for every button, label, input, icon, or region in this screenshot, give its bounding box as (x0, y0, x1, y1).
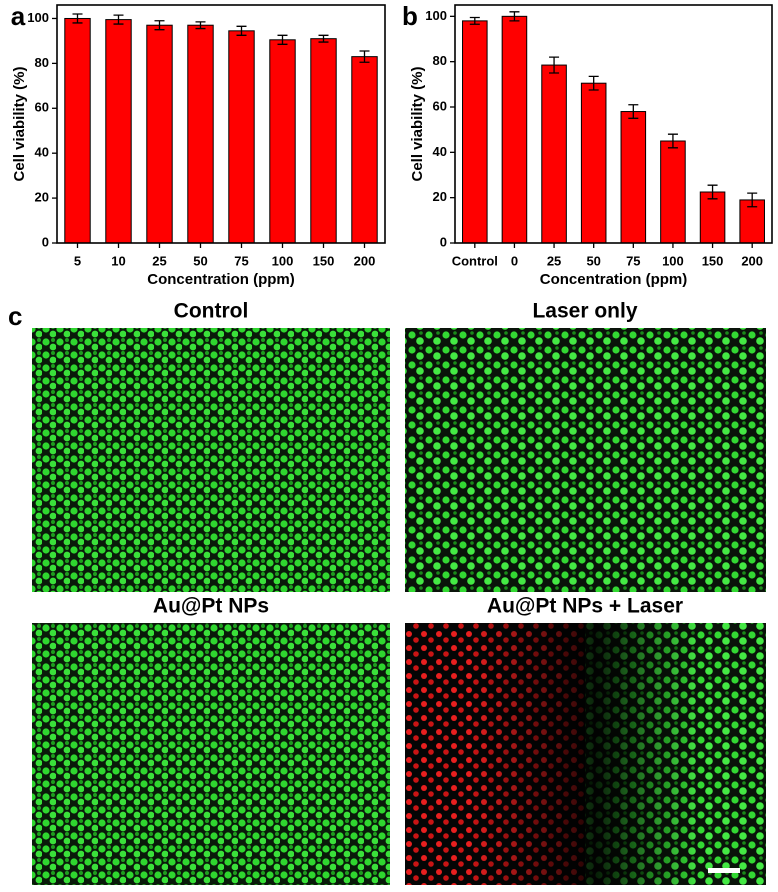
bar (462, 20, 488, 244)
error-bar (667, 133, 678, 149)
y-tick-label: 0 (440, 234, 447, 249)
x-axis-label: Concentration (ppm) (147, 271, 295, 288)
x-tick-label: 100 (662, 253, 684, 268)
error-bar (195, 21, 206, 30)
image-title: Control (174, 300, 249, 323)
y-tick-label: 80 (35, 55, 49, 70)
y-tick-label: 100 (27, 10, 49, 25)
scale-bar (708, 868, 740, 873)
x-tick-label: 150 (313, 253, 335, 268)
error-bar (509, 11, 520, 22)
error-bar (628, 104, 639, 119)
x-tick-label: 25 (152, 253, 166, 268)
micrograph (32, 623, 390, 885)
error-bar (747, 192, 758, 208)
error-bar (588, 75, 599, 91)
bar (269, 39, 296, 244)
error-bar (154, 20, 165, 31)
y-tick-label: 100 (425, 8, 447, 23)
error-bar (236, 25, 247, 36)
y-tick-label: 60 (35, 100, 49, 115)
micrograph (405, 328, 766, 592)
panel-label: c (8, 301, 22, 331)
x-tick-label: 200 (741, 253, 763, 268)
bar (501, 15, 528, 244)
y-axis-label: Cell viability (%) (409, 66, 426, 181)
error-bar (113, 14, 124, 25)
bar (228, 30, 255, 244)
micrograph-shade (470, 623, 700, 885)
x-tick-label: 10 (111, 253, 125, 268)
error-bar (469, 16, 480, 25)
bar (105, 19, 132, 244)
x-tick-label: 25 (547, 253, 561, 268)
y-tick-label: 0 (42, 234, 49, 249)
y-tick-label: 20 (433, 189, 447, 204)
image-title: Au@Pt NPs (153, 595, 269, 618)
x-tick-label: 50 (586, 253, 600, 268)
error-bar (707, 184, 718, 200)
bar (660, 140, 686, 244)
y-tick-label: 20 (35, 190, 49, 205)
panel-label: b (402, 1, 418, 31)
error-bar (318, 34, 329, 43)
x-tick-label: 5 (74, 253, 81, 268)
image-title: Laser only (532, 300, 637, 323)
axes-frame (454, 4, 773, 244)
x-tick-label: 0 (511, 253, 518, 268)
x-tick-label: Control (452, 253, 498, 268)
y-tick-label: 60 (433, 98, 447, 113)
bar (64, 17, 91, 244)
bar (310, 38, 337, 244)
x-tick-label: 75 (234, 253, 248, 268)
x-tick-label: 75 (626, 253, 640, 268)
error-bar (72, 13, 83, 24)
bar (699, 191, 726, 244)
bar (541, 64, 567, 244)
bar (187, 24, 214, 244)
x-tick-label: 100 (272, 253, 294, 268)
x-tick-label: 150 (702, 253, 724, 268)
image-title: Au@Pt NPs + Laser (487, 595, 683, 618)
y-axis-label: Cell viability (%) (11, 66, 28, 181)
error-bar (277, 34, 288, 45)
x-axis-label: Concentration (ppm) (540, 271, 688, 288)
y-tick-label: 80 (433, 53, 447, 68)
y-tick-label: 40 (35, 145, 49, 160)
bar (351, 56, 378, 244)
bar (620, 111, 647, 244)
error-bar (359, 50, 370, 63)
bar (146, 24, 173, 244)
axes-frame (56, 4, 386, 244)
bar (580, 82, 607, 244)
micrograph (32, 328, 390, 592)
x-tick-label: 50 (193, 253, 207, 268)
y-tick-label: 40 (433, 144, 447, 159)
error-bar (549, 56, 560, 74)
panel-label: a (11, 1, 26, 31)
x-tick-label: 200 (354, 253, 376, 268)
